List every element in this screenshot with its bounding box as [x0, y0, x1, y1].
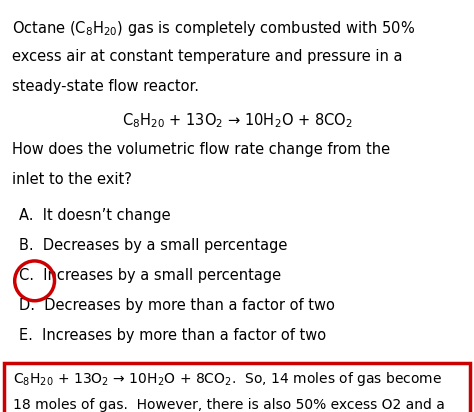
Text: steady-state flow reactor.: steady-state flow reactor. — [12, 79, 199, 94]
FancyBboxPatch shape — [4, 363, 470, 412]
Text: How does the volumetric flow rate change from the: How does the volumetric flow rate change… — [12, 142, 390, 157]
Text: $\mathregular{C_8H_{20}}$ + 13$\mathregular{O_2}$ → 10$\mathregular{H_2}$O + 8$\: $\mathregular{C_8H_{20}}$ + 13$\mathregu… — [122, 111, 352, 129]
Text: D.  Decreases by more than a factor of two: D. Decreases by more than a factor of tw… — [19, 298, 335, 313]
Text: E.  Increases by more than a factor of two: E. Increases by more than a factor of tw… — [19, 328, 326, 343]
Text: B.  Decreases by a small percentage: B. Decreases by a small percentage — [19, 238, 287, 253]
Text: 18 moles of gas.  However, there is also 50% excess O2 and a: 18 moles of gas. However, there is also … — [13, 398, 445, 412]
Text: C.  Increases by a small percentage: C. Increases by a small percentage — [19, 268, 281, 283]
Text: inlet to the exit?: inlet to the exit? — [12, 172, 132, 187]
Text: Octane ($\mathregular{C_8H_{20}}$) gas is completely combusted with 50%: Octane ($\mathregular{C_8H_{20}}$) gas i… — [12, 19, 415, 37]
Text: $\mathregular{C_8H_{20}}$ + 13$\mathregular{O_2}$ → 10$\mathregular{H_2}$O + 8$\: $\mathregular{C_8H_{20}}$ + 13$\mathregu… — [13, 370, 443, 388]
Text: excess air at constant temperature and pressure in a: excess air at constant temperature and p… — [12, 49, 402, 63]
Text: A.  It doesn’t change: A. It doesn’t change — [19, 208, 171, 223]
